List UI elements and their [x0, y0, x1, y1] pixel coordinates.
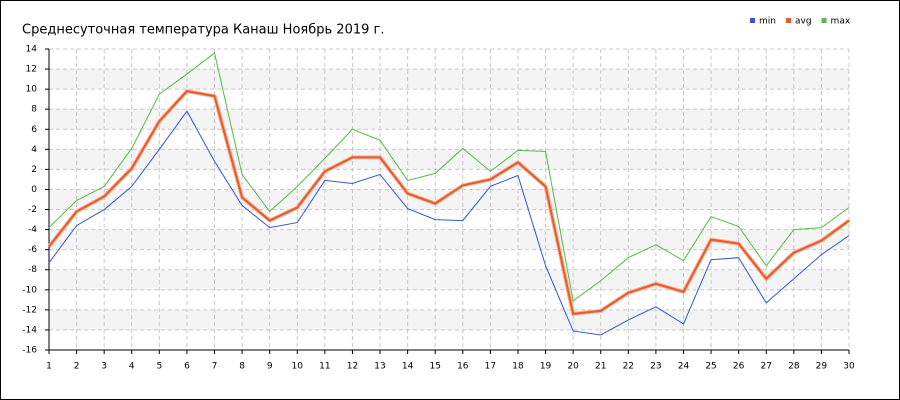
x-tick-label: 30 — [843, 362, 855, 372]
line — [48, 110, 850, 336]
x-tick-label: 17 — [485, 362, 496, 372]
line — [48, 90, 850, 315]
band — [49, 229, 849, 250]
x-tick-label: 12 — [347, 362, 358, 372]
x-tick-label: 19 — [540, 362, 552, 372]
x-tick-label: 16 — [457, 362, 469, 372]
x-tick-label: 5 — [156, 362, 162, 372]
x-tick-label: 26 — [733, 362, 745, 372]
legend-label: avg — [795, 17, 812, 27]
y-tick-label: -14 — [22, 325, 37, 335]
y-tick-label: -6 — [28, 245, 37, 255]
x-tick-label: 2 — [74, 362, 80, 372]
x-tick-label: 24 — [678, 362, 690, 372]
x-tick-label: 3 — [101, 362, 107, 372]
x-tick-label: 28 — [788, 362, 800, 372]
x-tick-label: 29 — [816, 362, 828, 372]
y-tick-label: 10 — [26, 85, 38, 95]
y-tick-label: -12 — [22, 305, 37, 315]
legend-swatch — [750, 18, 755, 23]
y-tick-label: 8 — [31, 105, 37, 115]
legend-swatch — [785, 18, 791, 23]
y-tick-label: -2 — [28, 205, 37, 215]
band — [49, 109, 849, 130]
x-tick-label: 8 — [239, 362, 245, 372]
y-tick-label: 12 — [26, 65, 37, 75]
x-tick-label: 23 — [650, 362, 661, 372]
x-tick-label: 11 — [319, 362, 330, 372]
legend-label: max — [831, 17, 851, 27]
y-tick-label: -10 — [22, 285, 37, 295]
x-tick-label: 7 — [212, 362, 218, 372]
y-tick-label: 2 — [31, 165, 37, 175]
x-tick-label: 14 — [402, 362, 414, 372]
x-tick-label: 18 — [512, 362, 524, 372]
x-tick-label: 1 — [46, 362, 52, 372]
y-tick-label: 14 — [26, 45, 38, 55]
x-tick-label: 25 — [705, 362, 716, 372]
x-tick-label: 13 — [374, 362, 385, 372]
x-tick-label: 4 — [129, 362, 135, 372]
y-tick-label: -4 — [28, 225, 37, 235]
x-tick-label: 22 — [623, 362, 634, 372]
y-tick-label: 6 — [31, 125, 37, 135]
x-tick-label: 27 — [761, 362, 772, 372]
y-tick-label: 0 — [31, 185, 37, 195]
x-tick-label: 15 — [429, 362, 440, 372]
y-tick-label: -16 — [22, 346, 37, 356]
x-tick-label: 10 — [292, 362, 304, 372]
band — [49, 149, 849, 170]
band — [49, 309, 849, 330]
legend-label: min — [759, 17, 776, 27]
line — [48, 52, 850, 302]
x-tick-label: 21 — [595, 362, 606, 372]
x-tick-label: 20 — [567, 362, 579, 372]
y-tick-label: -8 — [28, 265, 37, 275]
band — [49, 269, 849, 290]
y-tick-label: 4 — [31, 145, 37, 155]
x-tick-label: 6 — [184, 362, 190, 372]
x-tick-label: 9 — [267, 362, 273, 372]
legend-swatch — [821, 18, 827, 23]
chart-title: Среднесуточная температура Канаш Ноябрь … — [22, 23, 384, 38]
band — [49, 69, 849, 90]
